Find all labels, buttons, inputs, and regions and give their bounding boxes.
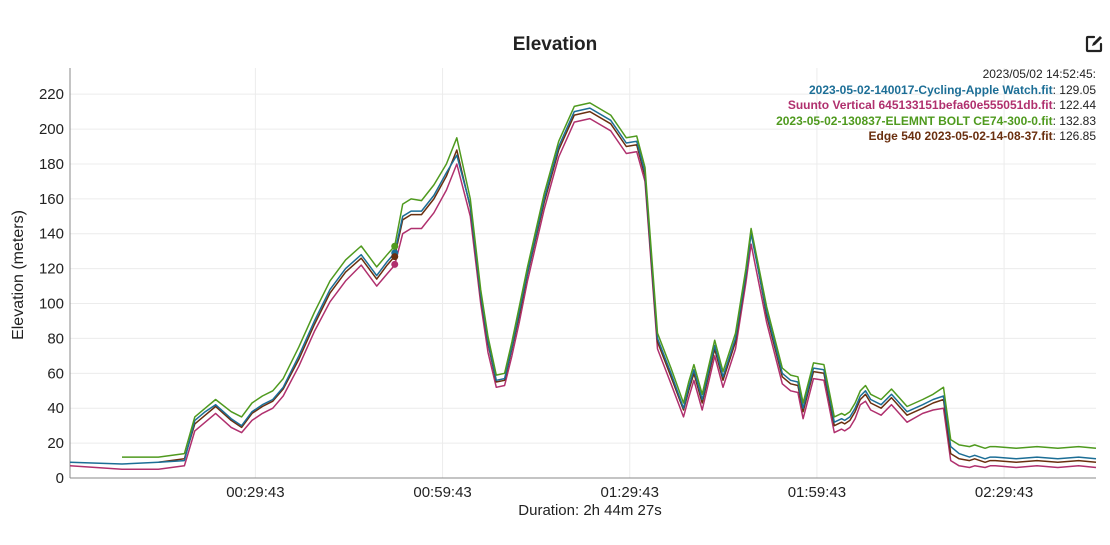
y-tick-label: 40 [47, 400, 64, 417]
series-readout: 126.85 [1059, 129, 1096, 143]
series-name: 2023-05-02-140017-Cycling-Apple Watch.fi… [808, 82, 1053, 97]
y-tick-label: 80 [47, 330, 64, 347]
series-readout: 129.05 [1059, 82, 1096, 97]
y-tick-label: 100 [39, 296, 64, 313]
x-tick-label: 00:59:43 [413, 484, 471, 501]
series-line [122, 102, 1097, 458]
hover-marker [391, 253, 399, 261]
y-tick-label: 0 [56, 470, 64, 487]
y-tick-label: 20 [47, 435, 64, 452]
y-axis-label: Elevation (meters) [10, 210, 27, 340]
series-line [69, 117, 1097, 471]
legend-item[interactable]: 2023-05-02-140017-Cycling-Apple Watch.fi… [808, 82, 1096, 97]
legend-item[interactable]: Suunto Vertical 645133151befa60e555051db… [787, 98, 1096, 112]
hover-timestamp: 2023/05/02 14:52:45: [982, 67, 1096, 81]
chart-title: Elevation [512, 34, 598, 55]
y-tick-label: 160 [39, 191, 64, 208]
series-readout: 122.44 [1059, 98, 1096, 112]
x-tick-label: 02:29:43 [975, 484, 1033, 501]
legend-item[interactable]: 2023-05-02-130837-ELEMNT BOLT CE74-300-0… [776, 113, 1096, 128]
y-tick-label: 140 [39, 226, 64, 243]
hover-marker [391, 242, 399, 250]
series-line [158, 110, 1097, 464]
x-tick-label: 01:59:43 [788, 484, 846, 501]
series-readout: 132.83 [1059, 113, 1096, 128]
y-tick-label: 60 [47, 365, 64, 382]
legend: 2023/05/02 14:52:45: 2023-05-02-140017-C… [776, 67, 1096, 145]
series-name: Suunto Vertical 645133151befa60e555051db… [787, 98, 1053, 112]
series-line [69, 107, 1097, 465]
y-tick-label: 120 [39, 261, 64, 278]
x-axis-label: Duration: 2h 44m 27s [518, 502, 662, 519]
x-tick-label: 01:29:43 [601, 484, 659, 501]
hover-marker [391, 260, 399, 268]
y-tick-label: 220 [39, 86, 64, 103]
series-name: Edge 540 2023-05-02-14-08-37.fit [868, 129, 1053, 143]
y-tick-label: 200 [39, 121, 64, 138]
legend-item[interactable]: Edge 540 2023-05-02-14-08-37.fit: 126.85 [868, 129, 1096, 143]
y-tick-label: 180 [39, 156, 64, 173]
edit-icon[interactable] [1084, 34, 1104, 54]
x-tick-label: 00:29:43 [226, 484, 284, 501]
series-name: 2023-05-02-130837-ELEMNT BOLT CE74-300-0… [776, 113, 1053, 128]
